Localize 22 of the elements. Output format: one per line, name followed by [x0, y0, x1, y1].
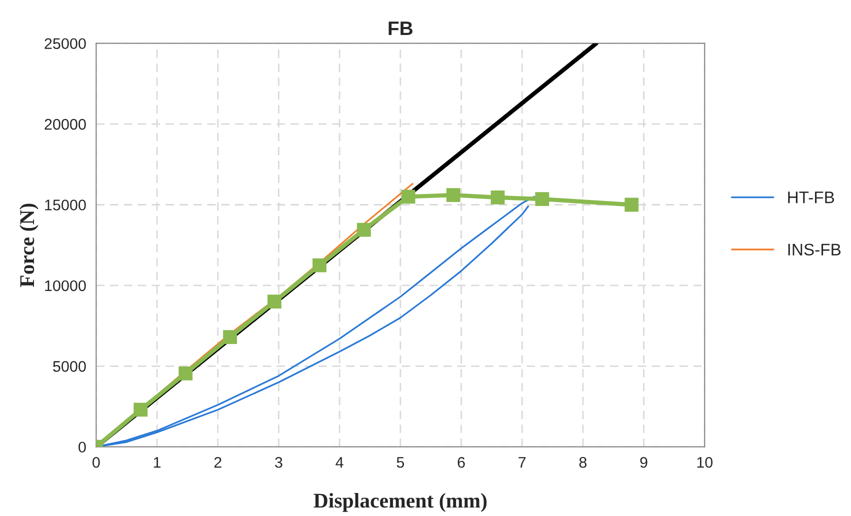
legend-label: INS-FB — [788, 244, 841, 256]
y-tick-label: 20000 — [44, 118, 86, 130]
x-tick-label: 8 — [579, 456, 587, 468]
x-tick-label: 4 — [336, 457, 344, 468]
x-tick-label: 3 — [275, 456, 282, 468]
y-tick-label: 5000 — [53, 361, 86, 372]
x-tick-label: 9 — [640, 456, 648, 468]
chart-title: FB — [388, 22, 412, 36]
x-tick-label: 5 — [396, 457, 404, 468]
y-tick-label: 0 — [78, 442, 86, 453]
legend-label: HT-FB — [788, 192, 834, 204]
y-axis-title: Force (N) — [20, 204, 38, 288]
x-tick-label: 6 — [458, 456, 465, 468]
x-tick-label: 1 — [154, 457, 161, 468]
x-axis-title: Displacement (mm) — [314, 493, 487, 512]
y-tick-label: 15000 — [45, 200, 86, 210]
x-tick-label: 2 — [214, 456, 222, 468]
x-tick-label: 10 — [697, 456, 713, 468]
y-tick-label: 10000 — [45, 280, 86, 292]
x-tick-label: 0 — [92, 456, 100, 468]
y-tick-label: 25000 — [44, 38, 86, 50]
x-tick-label: 7 — [518, 457, 526, 468]
